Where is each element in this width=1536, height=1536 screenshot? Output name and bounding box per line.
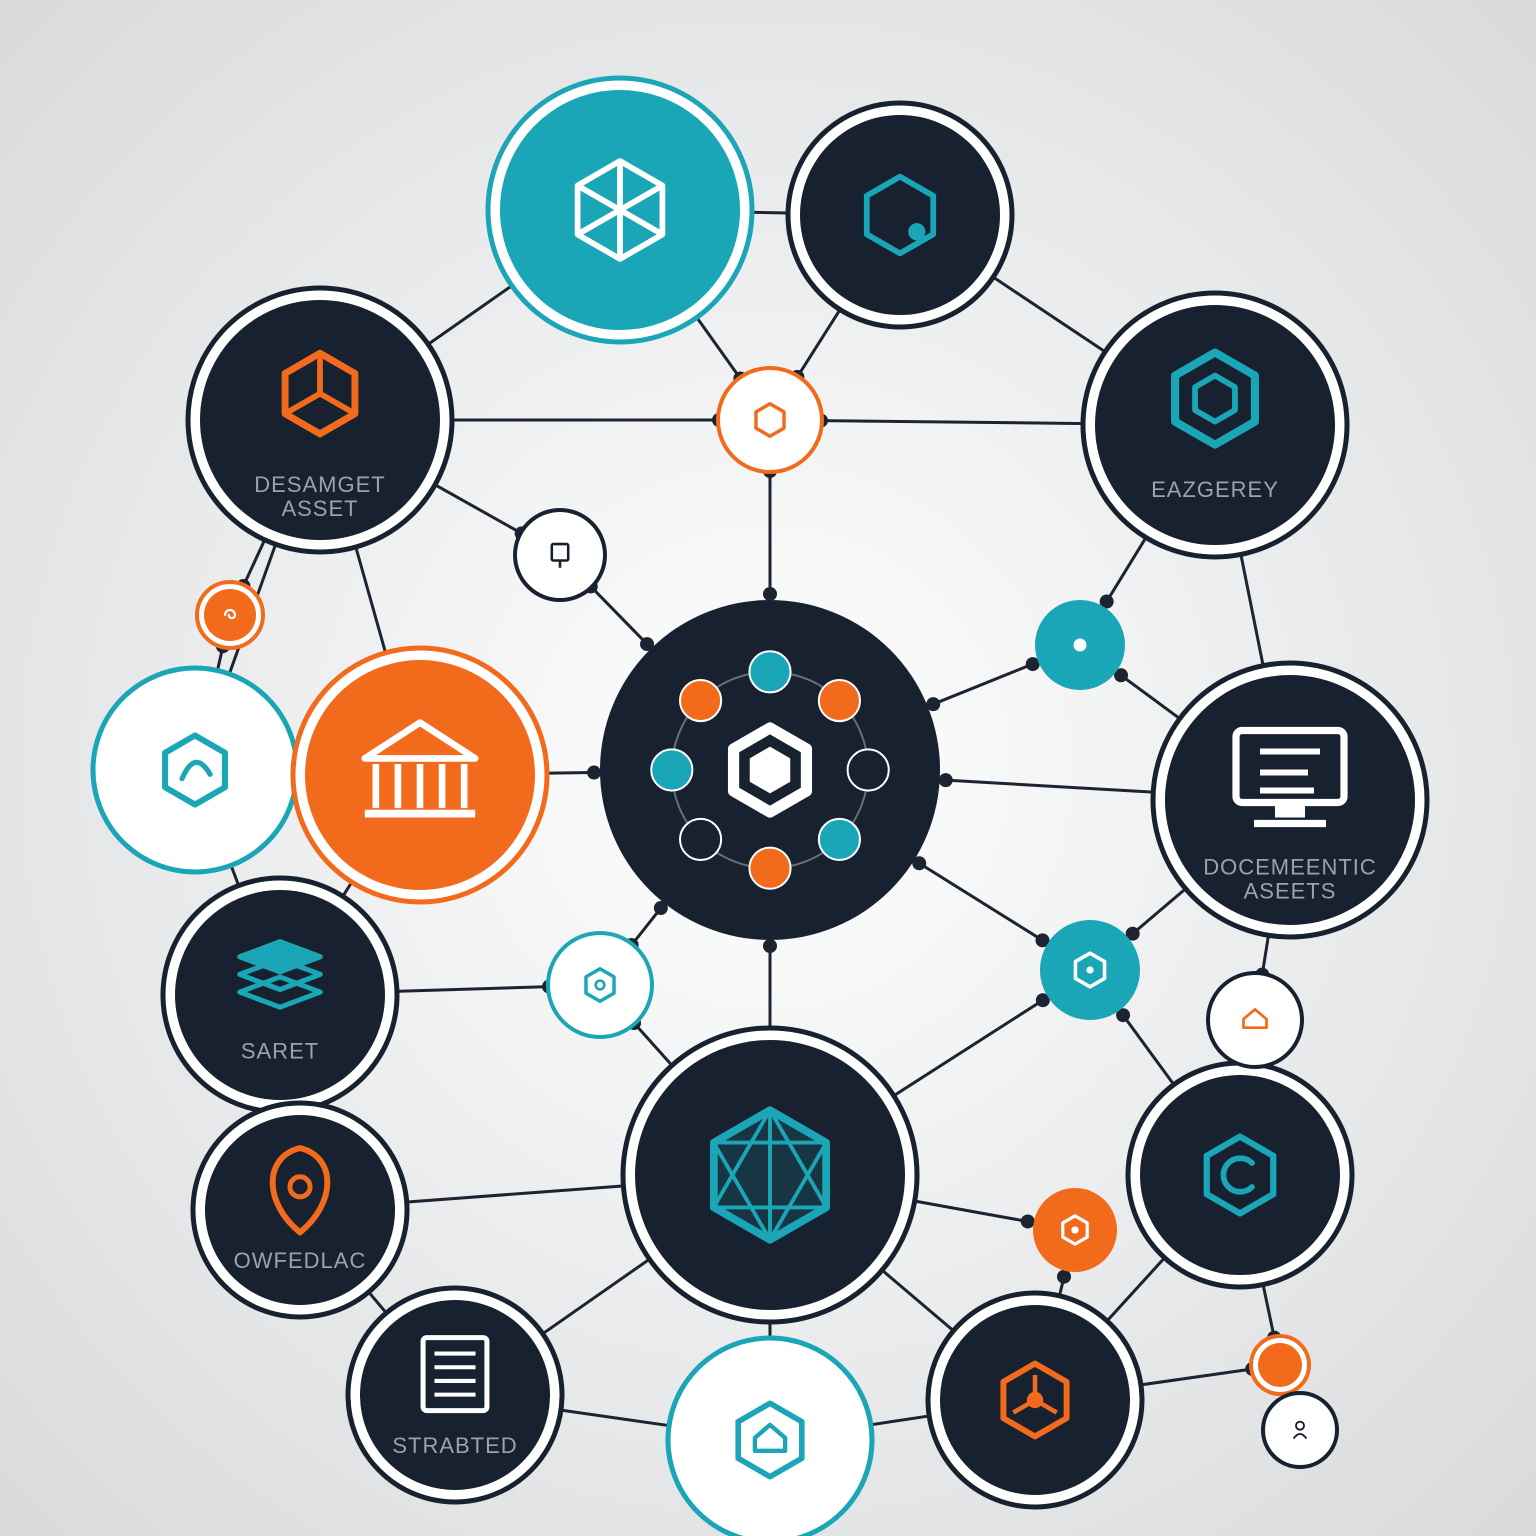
node-top-dark [788,103,1012,327]
svg-text:ASEETS: ASEETS [1244,879,1337,904]
node-w-orange [293,648,547,902]
node-ne-dark: EAZGEREY [1083,293,1347,557]
node-bse-dark [1128,1063,1352,1287]
node-nw-spiral [197,582,263,648]
node-b-right [928,1293,1142,1507]
svg-text:EAZGEREY: EAZGEREY [1151,477,1279,502]
svg-text:OWFEDLAC: OWFEDLAC [234,1248,367,1273]
node-b-left: STRABTED [348,1288,562,1502]
svg-text:DESAMGET: DESAMGET [254,472,385,497]
node-e-monitor: DOCEMEENTICASEETS [1153,663,1427,937]
node-center [600,600,940,940]
svg-text:DOCEMEENTIC: DOCEMEENTIC [1203,855,1377,880]
node-nw-dark: DESAMGETASSET [188,288,452,552]
node-nw-pin [515,510,605,600]
svg-text:ASSET: ASSET [281,496,358,521]
node-top-teal [488,78,752,342]
network-diagram: DESAMGETASSET EAZGEREY DOCEMEENTICASEETS SA… [0,0,1536,1536]
svg-text:STRABTED: STRABTED [392,1433,517,1458]
node-b-mid [668,1338,872,1536]
node-bottom-geo [623,1028,917,1322]
node-orange-house [1208,973,1302,1067]
node-ne-teal-s [1035,600,1125,690]
node-far-right-wb [1263,1393,1337,1467]
node-mid-orange-s [718,368,822,472]
node-sw-dark: SARET [163,878,397,1112]
node-se-teal-s [1040,920,1140,1020]
node-w-teal [93,668,297,872]
svg-text:SARET: SARET [241,1039,319,1064]
node-far-right-or [1251,1336,1309,1394]
node-bse-orange-s [1033,1188,1117,1272]
node-bsw-dark: OWFEDLAC [193,1103,407,1317]
node-sw-box [548,933,652,1037]
